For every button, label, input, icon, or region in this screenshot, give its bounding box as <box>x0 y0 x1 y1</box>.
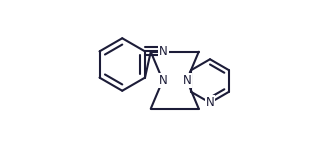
Text: N: N <box>182 74 191 87</box>
Text: N: N <box>158 74 167 87</box>
Text: N: N <box>159 45 168 58</box>
Text: N: N <box>206 96 215 109</box>
